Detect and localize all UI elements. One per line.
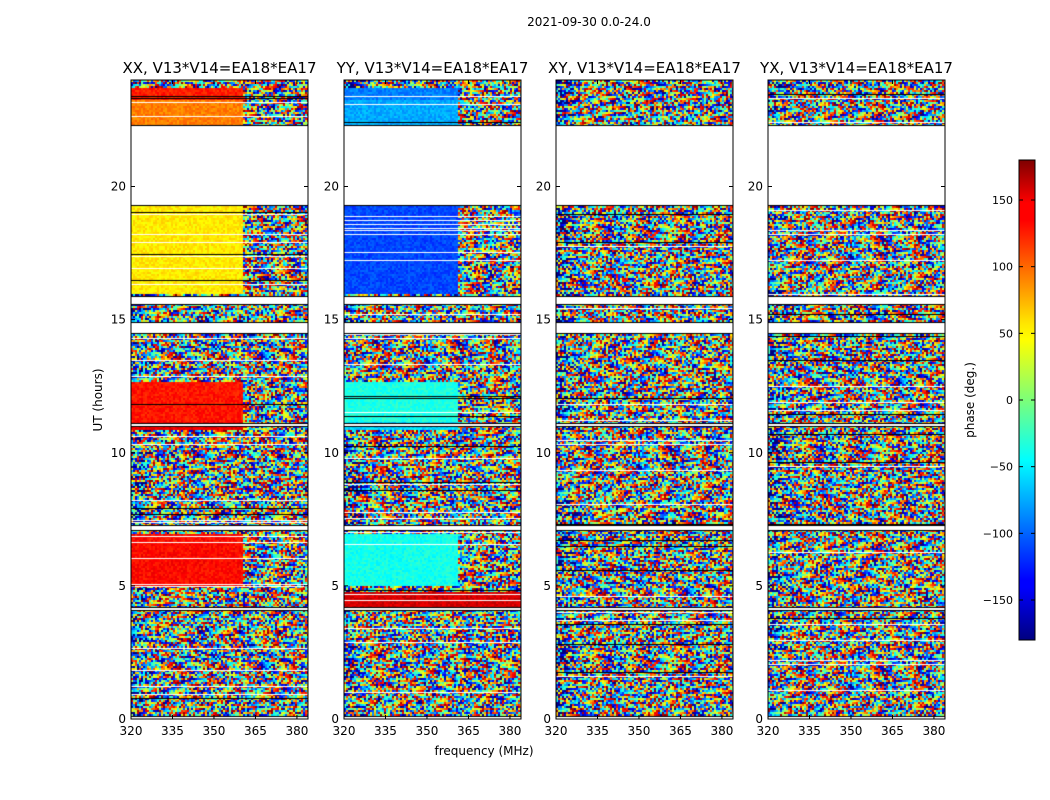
y-tick-label: 20 — [324, 180, 339, 194]
colorbar-tick-label: 100 — [992, 261, 1013, 274]
phase-heatmap — [344, 80, 521, 719]
y-tick-label: 5 — [331, 579, 339, 593]
x-tick-label: 335 — [798, 724, 821, 738]
x-tick-label: 320 — [333, 724, 356, 738]
x-tick-label: 350 — [628, 724, 651, 738]
y-tick-label: 20 — [111, 180, 126, 194]
x-tick-label: 365 — [244, 724, 267, 738]
phase-heatmap — [131, 80, 308, 719]
phase-heatmap — [556, 80, 733, 719]
colorbar-tick-label: 50 — [999, 327, 1013, 340]
axes-frame — [130, 79, 309, 720]
x-tick-label: 350 — [203, 724, 226, 738]
x-tick-label: 380 — [285, 724, 308, 738]
x-tick-label: 350 — [416, 724, 439, 738]
axes-frame — [555, 79, 734, 720]
y-tick-label: 0 — [755, 712, 763, 726]
y-tick-label: 5 — [755, 579, 763, 593]
x-tick-label: 365 — [457, 724, 480, 738]
x-tick-label: 350 — [840, 724, 863, 738]
panel-title: XX, V13*V14=EA18*EA17 — [122, 59, 316, 77]
x-tick-label: 365 — [669, 724, 692, 738]
y-tick-label: 20 — [536, 180, 551, 194]
y-tick-label: 5 — [118, 579, 126, 593]
y-tick-label: 20 — [748, 180, 763, 194]
heatmap-panels: XX, V13*V14=EA18*EA17 320 335 350 365 380 0 5 10… — [111, 59, 953, 738]
colorbar-ticks: 150 100 50 0 −50 −100 −150 — [983, 194, 1035, 607]
y-tick-label: 10 — [324, 446, 339, 460]
x-tick-label: 320 — [757, 724, 780, 738]
colorbar-tick-label: 0 — [1006, 394, 1013, 407]
y-tick-label: 5 — [543, 579, 551, 593]
x-tick-label: 380 — [710, 724, 733, 738]
axes-frame — [767, 79, 946, 720]
y-tick-label: 0 — [118, 712, 126, 726]
heatmap-panel: YY, V13*V14=EA18*EA17 320 335 350 365 380 0 5 10… — [324, 59, 529, 738]
y-tick-label: 10 — [536, 446, 551, 460]
panel-title: XY, V13*V14=EA18*EA17 — [548, 59, 741, 77]
y-tick-label: 0 — [543, 712, 551, 726]
heatmap-panel: XX, V13*V14=EA18*EA17 320 335 350 365 380 0 5 10… — [111, 59, 317, 738]
y-tick-label: 10 — [748, 446, 763, 460]
y-axis-label: UT (hours) — [91, 368, 105, 431]
x-tick-label: 320 — [120, 724, 143, 738]
y-tick-label: 15 — [748, 313, 763, 327]
x-tick-label: 335 — [161, 724, 184, 738]
x-tick-label: 320 — [545, 724, 568, 738]
axes-frame — [343, 79, 522, 720]
x-axis-label: frequency (MHz) — [434, 744, 533, 758]
x-tick-label: 380 — [922, 724, 945, 738]
y-tick-label: 15 — [536, 313, 551, 327]
figure-suptitle: 2021-09-30 0.0-24.0 — [527, 15, 651, 29]
colorbar-tick-label: −100 — [983, 527, 1013, 540]
panel-title: YY, V13*V14=EA18*EA17 — [336, 59, 529, 77]
colorbar-tick-label: −50 — [990, 461, 1013, 474]
x-tick-label: 380 — [498, 724, 521, 738]
colorbar-tick-label: 150 — [992, 194, 1013, 207]
x-tick-label: 335 — [374, 724, 397, 738]
heatmap-panel: XY, V13*V14=EA18*EA17 320 335 350 365 380 0 5 10… — [536, 59, 741, 738]
x-tick-label: 365 — [881, 724, 904, 738]
panel-title: YX, V13*V14=EA18*EA17 — [759, 59, 953, 77]
phase-heatmap — [768, 80, 945, 719]
colorbar: 150 100 50 0 −50 −100 −150 — [983, 159, 1036, 641]
y-tick-label: 0 — [331, 712, 339, 726]
y-tick-label: 15 — [324, 313, 339, 327]
heatmap-panel: YX, V13*V14=EA18*EA17 320 335 350 365 380 0 5 10… — [748, 59, 953, 738]
x-tick-label: 335 — [586, 724, 609, 738]
colorbar-label: phase (deg.) — [963, 362, 977, 438]
y-tick-label: 15 — [111, 313, 126, 327]
y-tick-label: 10 — [111, 446, 126, 460]
colorbar-tick-label: −150 — [983, 594, 1013, 607]
